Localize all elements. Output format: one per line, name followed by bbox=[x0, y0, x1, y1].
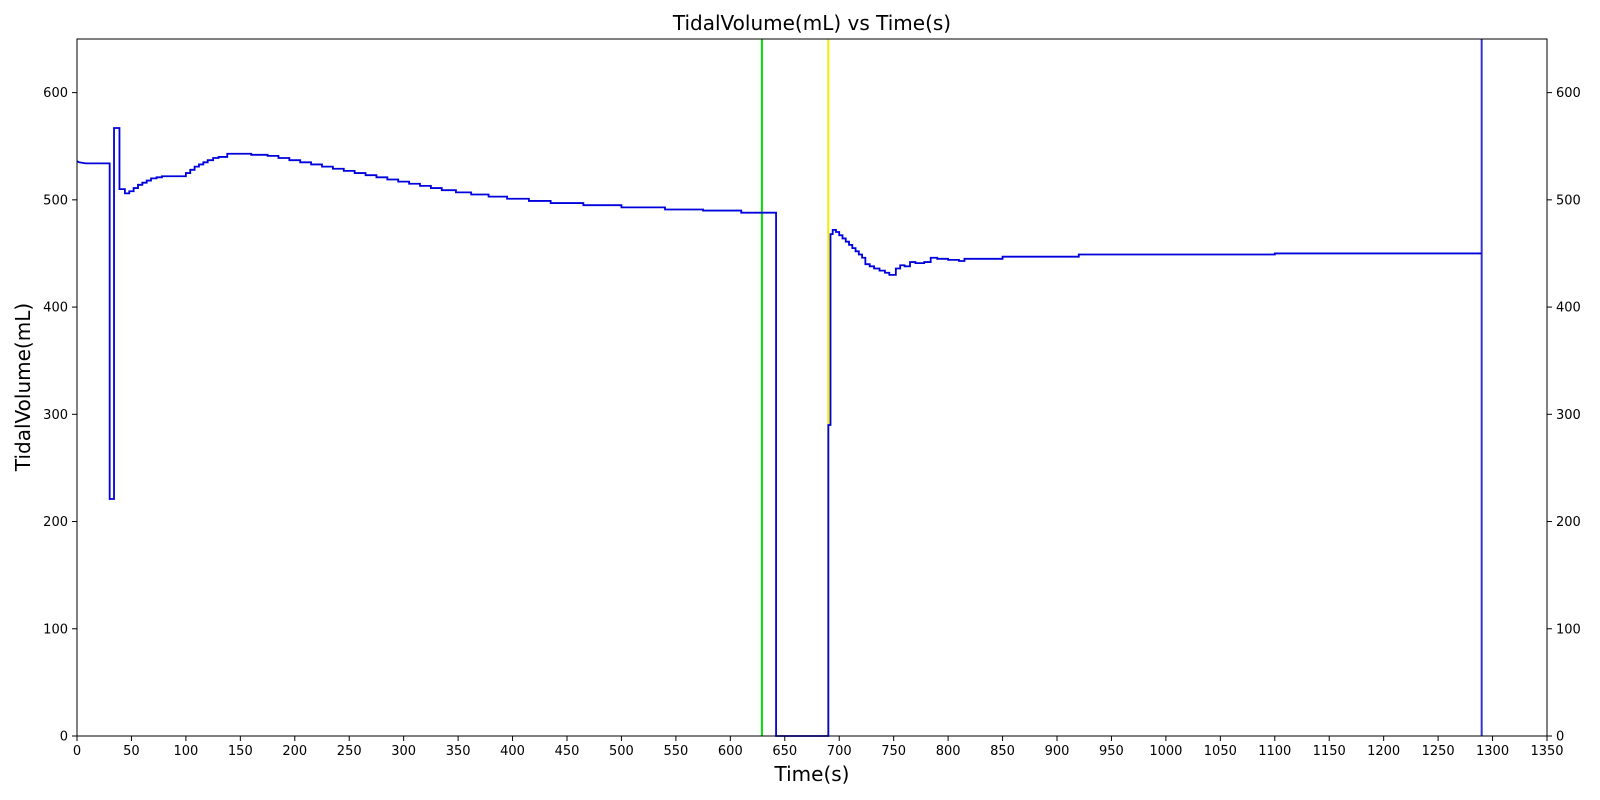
x-tick-label: 1300 bbox=[1476, 744, 1509, 759]
x-tick-label: 650 bbox=[772, 744, 797, 759]
vertical-markers bbox=[760, 39, 1483, 736]
x-tick-label: 600 bbox=[718, 744, 743, 759]
y-tick-label-left: 200 bbox=[43, 515, 68, 530]
x-tick-label: 750 bbox=[881, 744, 906, 759]
x-tick-label: 800 bbox=[936, 744, 961, 759]
x-tick-label: 450 bbox=[555, 744, 580, 759]
y-tick-label-right: 200 bbox=[1556, 515, 1581, 530]
series-line-0 bbox=[76, 127, 1482, 737]
x-tick-label: 200 bbox=[282, 744, 307, 759]
x-tick-label: 950 bbox=[1099, 744, 1124, 759]
x-tick-label: 250 bbox=[337, 744, 362, 759]
x-axis-label: Time(s) bbox=[774, 762, 850, 786]
x-tick-label: 300 bbox=[391, 744, 416, 759]
y-tick-label-right: 0 bbox=[1556, 730, 1564, 745]
chart-title: TidalVolume(mL) vs Time(s) bbox=[672, 11, 951, 35]
x-tick-label: 1350 bbox=[1530, 744, 1563, 759]
y-tick-label-right: 300 bbox=[1556, 408, 1581, 423]
x-tick-label: 900 bbox=[1045, 744, 1070, 759]
x-tick-label: 700 bbox=[827, 744, 852, 759]
x-tick-label: 0 bbox=[73, 744, 81, 759]
y-axis-ticks-left: 0 100 200 300 400 500 600 bbox=[43, 86, 77, 745]
x-tick-label: 1100 bbox=[1258, 744, 1291, 759]
x-tick-label: 1050 bbox=[1204, 744, 1237, 759]
plot-frame bbox=[76, 38, 1548, 737]
x-tick-label: 150 bbox=[228, 744, 253, 759]
x-tick-label: 850 bbox=[990, 744, 1015, 759]
x-tick-label: 500 bbox=[609, 744, 634, 759]
y-tick-label-left: 300 bbox=[43, 408, 68, 423]
y-tick-label-left: 500 bbox=[43, 193, 68, 208]
y-tick-label-left: 400 bbox=[43, 301, 68, 316]
y-axis-label: TidalVolume(mL) bbox=[11, 303, 35, 472]
y-tick-label-left: 100 bbox=[43, 622, 68, 637]
y-tick-label-left: 0 bbox=[60, 730, 68, 745]
y-tick-label-right: 600 bbox=[1556, 86, 1581, 101]
x-axis-ticks: 0 50 100 150 200 250 300 350 400 450 500 550 600 650 7… bbox=[73, 736, 1564, 759]
x-tick-label: 1200 bbox=[1367, 744, 1400, 759]
x-tick-label: 1150 bbox=[1313, 744, 1346, 759]
y-axis-ticks-right: 0 100 200 300 400 500 600 bbox=[1547, 86, 1581, 745]
series-layer bbox=[76, 127, 1482, 737]
x-tick-label: 400 bbox=[500, 744, 525, 759]
x-tick-label: 1250 bbox=[1422, 744, 1455, 759]
x-tick-label: 1000 bbox=[1149, 744, 1182, 759]
x-tick-label: 350 bbox=[446, 744, 471, 759]
x-tick-label: 100 bbox=[173, 744, 198, 759]
x-tick-label: 550 bbox=[663, 744, 688, 759]
y-tick-label-right: 100 bbox=[1556, 622, 1581, 637]
x-tick-label: 50 bbox=[123, 744, 140, 759]
y-tick-label-left: 600 bbox=[43, 86, 68, 101]
y-tick-label-right: 500 bbox=[1556, 193, 1581, 208]
y-tick-label-right: 400 bbox=[1556, 301, 1581, 316]
